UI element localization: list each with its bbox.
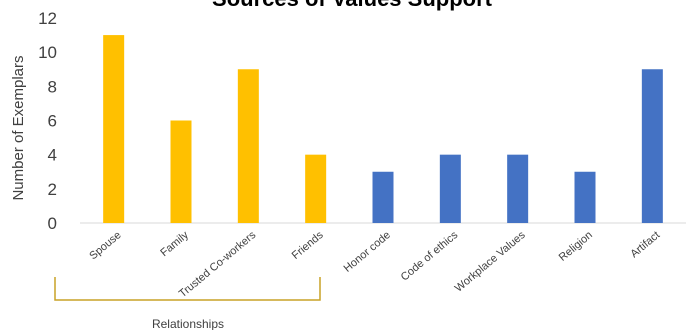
y-tick-label: 0 <box>48 214 57 233</box>
x-tick-label: Honor code <box>342 229 393 275</box>
x-tick-label: Spouse <box>87 229 123 262</box>
bar <box>507 154 529 223</box>
bars <box>103 35 663 224</box>
x-tick-label: Code of ethics <box>399 229 461 284</box>
bracket-label: Relationships <box>152 317 224 330</box>
bar <box>170 120 192 223</box>
chart-title: Sources of Values Support <box>212 0 493 11</box>
x-tick-label: Workplace Values <box>453 229 528 295</box>
y-tick-label: 4 <box>48 146 57 165</box>
x-tick-label: Family <box>158 229 191 259</box>
y-axis-ticks: 0 2 4 6 8 10 12 <box>38 9 57 233</box>
bar <box>305 154 327 223</box>
bar <box>237 69 259 223</box>
relationships-bracket: Relationships <box>54 277 321 330</box>
y-tick-label: 10 <box>38 43 57 62</box>
bar <box>103 35 125 224</box>
bar <box>372 171 394 223</box>
bar <box>439 154 461 223</box>
y-tick-label: 2 <box>48 180 57 199</box>
x-tick-label: Artifact <box>628 229 662 260</box>
bar <box>641 69 663 223</box>
y-tick-label: 12 <box>38 9 57 28</box>
x-tick-label: Religion <box>557 229 595 264</box>
y-axis-label: Number of Exemplars <box>10 55 27 200</box>
bar <box>574 171 596 223</box>
bracket-line <box>54 277 321 301</box>
y-tick-label: 6 <box>48 112 57 131</box>
x-tick-label: Friends <box>290 229 326 262</box>
y-tick-label: 8 <box>48 77 57 96</box>
